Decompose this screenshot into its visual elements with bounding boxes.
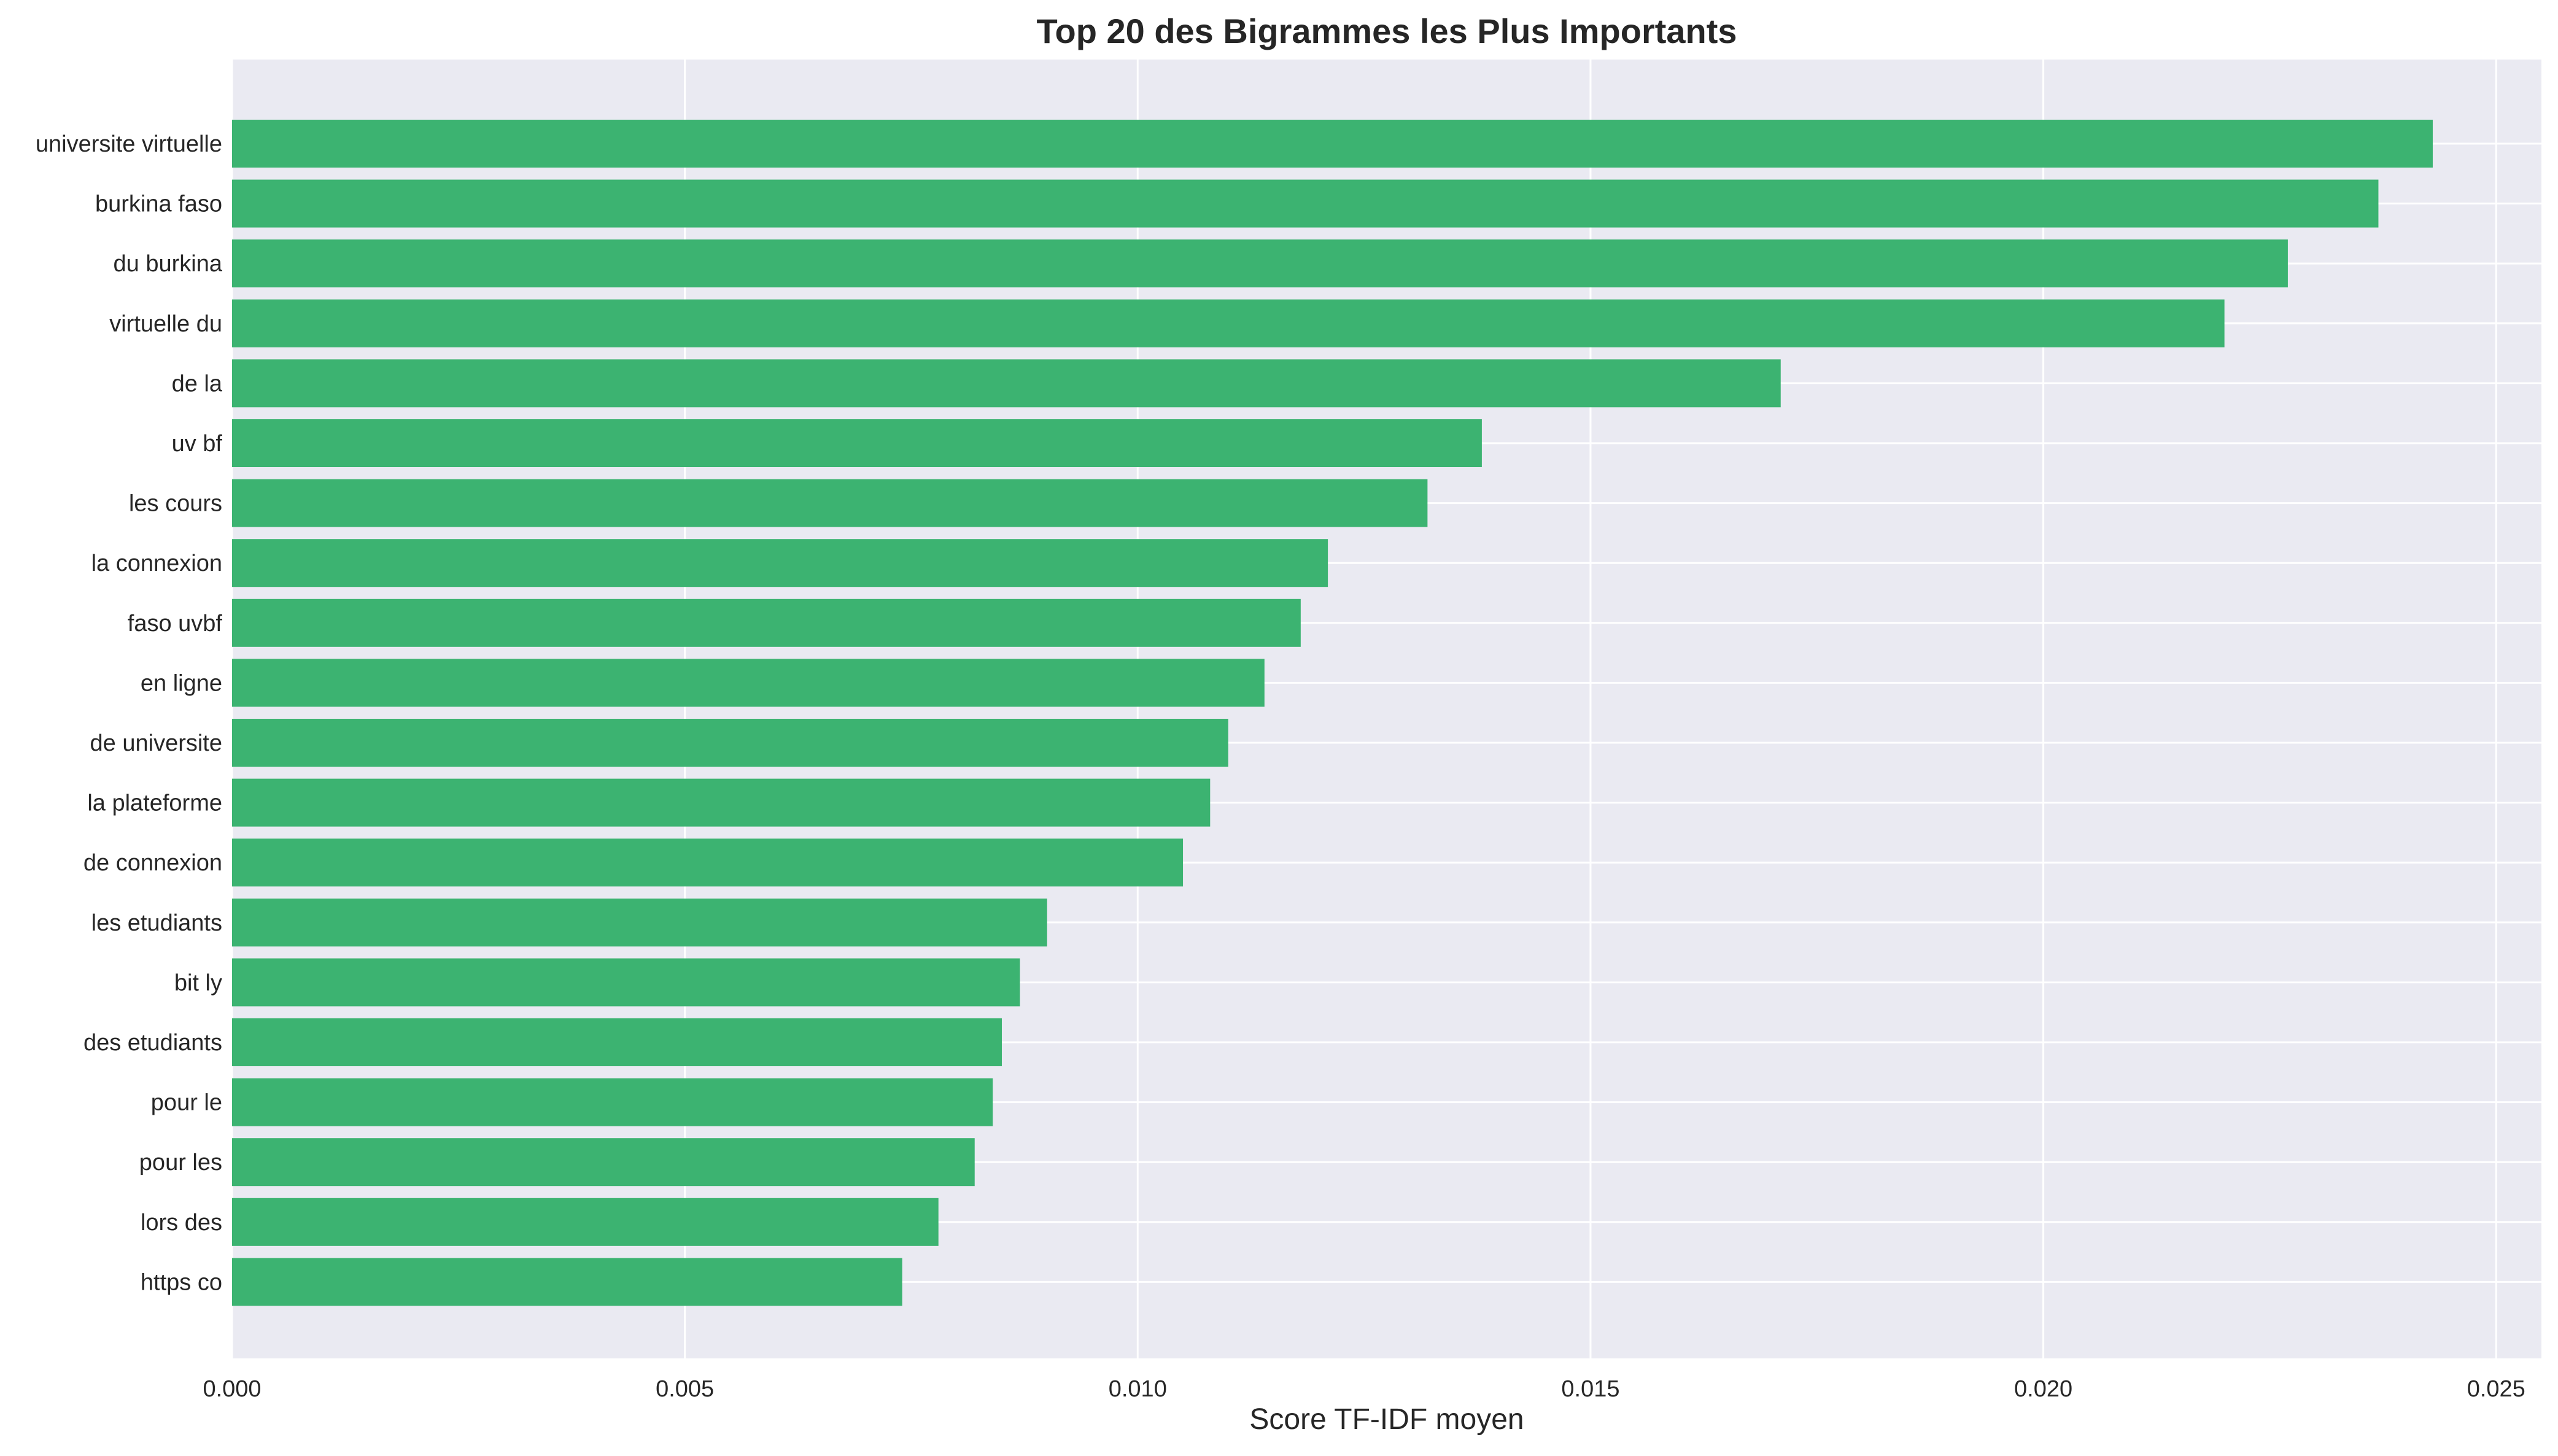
category-label: lors des [141, 1210, 222, 1236]
bar [232, 419, 1482, 467]
category-label: pour le [151, 1090, 222, 1116]
bars [232, 120, 2433, 1306]
category-label: la connexion [91, 551, 222, 576]
bar [232, 479, 1428, 527]
bar [232, 838, 1184, 887]
category-label: uv bf [172, 431, 223, 457]
category-label: du burkina [114, 251, 223, 277]
bar [232, 958, 1020, 1007]
bar [232, 898, 1047, 947]
category-label: des etudiants [83, 1030, 222, 1056]
category-label: bit ly [174, 970, 222, 996]
x-tick-label: 0.015 [1561, 1376, 1619, 1402]
category-label: la plateforme [87, 791, 222, 816]
bar [232, 1138, 975, 1187]
bar [232, 299, 2225, 347]
bar [232, 1258, 902, 1306]
x-tick-label: 0.005 [656, 1376, 714, 1402]
category-label: de universite [90, 730, 222, 756]
bar [232, 778, 1211, 827]
category-label: de la [172, 371, 223, 397]
bar [232, 539, 1328, 587]
bar [232, 1078, 993, 1126]
category-label: burkina faso [95, 192, 222, 217]
bar [232, 239, 2288, 288]
category-labels: universite virtuelle burkina faso du burki… [36, 131, 223, 1295]
bar [232, 719, 1228, 767]
x-tick-label: 0.000 [203, 1376, 261, 1402]
x-axis-label: Score TF-IDF moyen [1249, 1403, 1524, 1436]
bar [232, 598, 1301, 647]
bar [232, 659, 1265, 707]
category-label: les etudiants [91, 910, 222, 936]
bar [232, 359, 1781, 408]
x-tick-label: 0.010 [1109, 1376, 1167, 1402]
bar [232, 120, 2433, 168]
category-label: pour les [139, 1150, 222, 1175]
category-label: https co [141, 1269, 222, 1295]
x-tick-label: 0.020 [2014, 1376, 2072, 1402]
x-tick-labels: 0.000 0.005 0.010 0.015 0.020 0.025 [203, 1376, 2525, 1402]
chart-title: Top 20 des Bigrammes les Plus Importants [1036, 12, 1737, 50]
category-label: en ligne [141, 670, 222, 696]
bar [232, 179, 2379, 228]
category-label: faso uvbf [128, 611, 223, 637]
category-label: de connexion [83, 850, 222, 876]
bar [232, 1198, 939, 1246]
bar [232, 1018, 1002, 1066]
x-tick-label: 0.025 [2467, 1376, 2525, 1402]
category-label: virtuelle du [109, 311, 222, 337]
category-label: les cours [129, 491, 222, 517]
category-label: universite virtuelle [36, 131, 222, 157]
